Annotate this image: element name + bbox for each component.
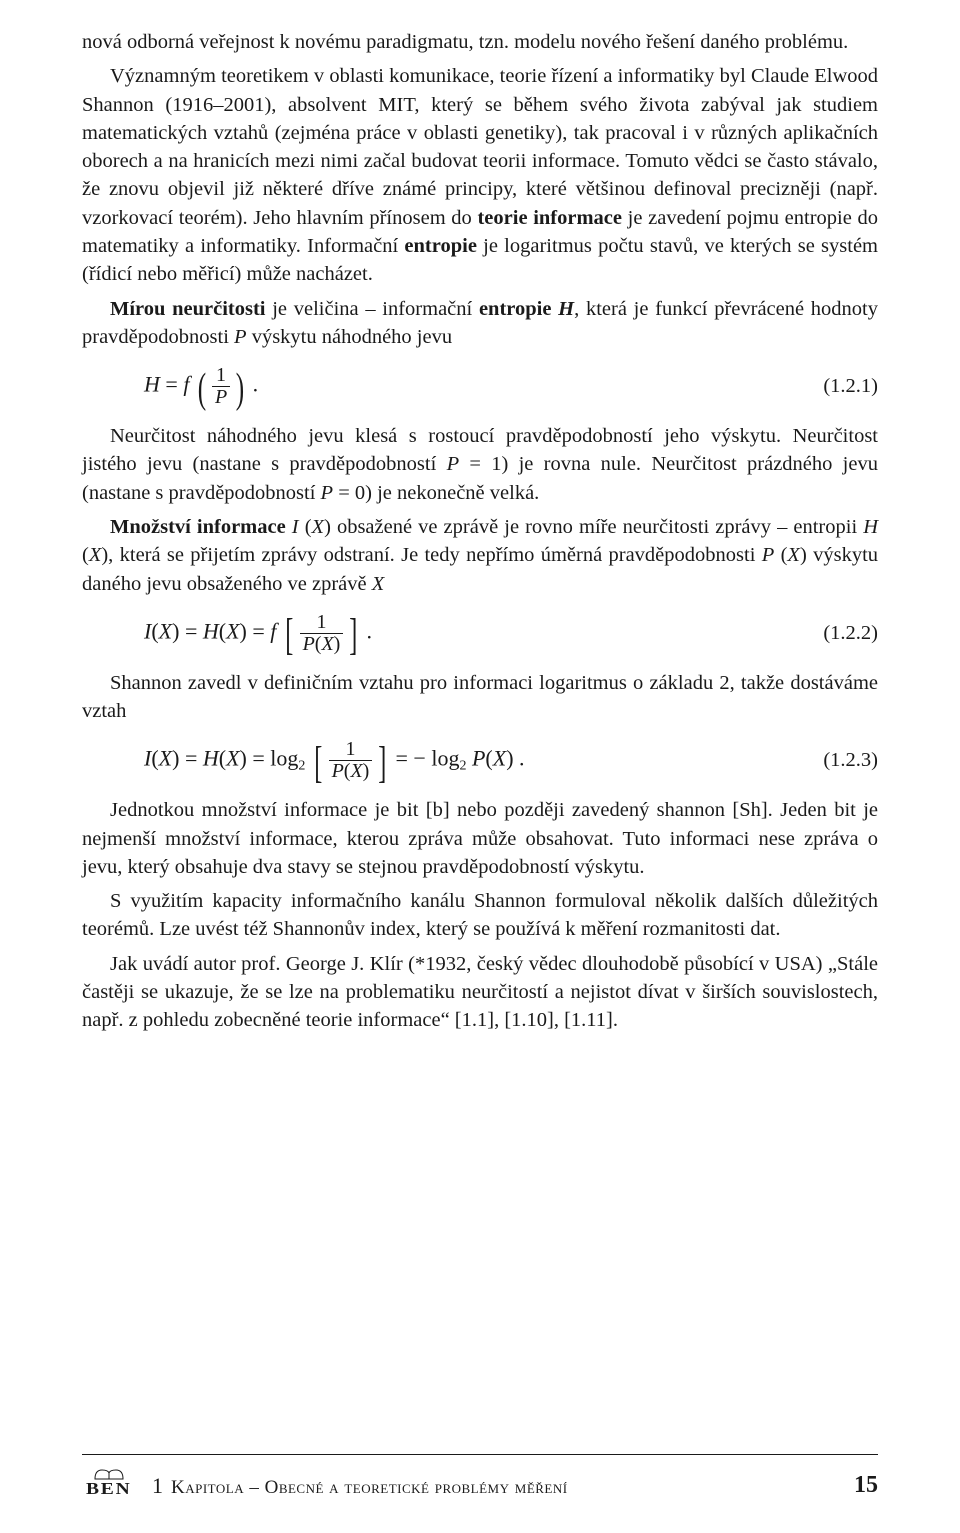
- footer-left: BEN 1Kapitola – Obecné a teoretické prob…: [82, 1465, 568, 1499]
- para-5: Množství informace I (X) obsažené ve zpr…: [82, 513, 878, 598]
- eq-body: I(X) = H(X) = f [1P(X)] .: [82, 612, 372, 655]
- eq-number: (1.2.3): [823, 749, 878, 772]
- eq-number: (1.2.1): [823, 375, 878, 398]
- para-3: Mírou neurčitosti je veličina – informač…: [82, 295, 878, 352]
- page-number: 15: [854, 1472, 878, 1499]
- para-4: Neurčitost náhodného jevu klesá s rostou…: [82, 422, 878, 507]
- publisher-logo: BEN: [82, 1465, 136, 1499]
- para-8: S využitím kapacity informačního kanálu …: [82, 887, 878, 944]
- page-footer: BEN 1Kapitola – Obecné a teoretické prob…: [82, 1454, 878, 1499]
- equation-1-2-2: I(X) = H(X) = f [1P(X)] . (1.2.2): [82, 612, 878, 655]
- para-2: Významným teoretikem v oblasti komunikac…: [82, 62, 878, 288]
- para-7: Jednotkou množství informace je bit [b] …: [82, 796, 878, 881]
- page: nová odborná veřejnost k novému paradigm…: [0, 0, 960, 1533]
- equation-1-2-1: H = f (1P) . (1.2.1): [82, 365, 878, 408]
- publisher-name: BEN: [86, 1479, 131, 1499]
- para-1: nová odborná veřejnost k novému paradigm…: [82, 28, 878, 56]
- eq-body: H = f (1P) .: [82, 365, 258, 408]
- eq-number: (1.2.2): [823, 622, 878, 645]
- para-6: Shannon zavedl v definičním vztahu pro i…: [82, 669, 878, 726]
- equation-1-2-3: I(X) = H(X) = log2 [1P(X)] = − log2 P(X)…: [82, 739, 878, 782]
- chapter-label: 1Kapitola – Obecné a teoretické problémy…: [152, 1473, 568, 1499]
- eq-body: I(X) = H(X) = log2 [1P(X)] = − log2 P(X)…: [82, 739, 525, 782]
- para-9: Jak uvádí autor prof. George J. Klír (*1…: [82, 950, 878, 1035]
